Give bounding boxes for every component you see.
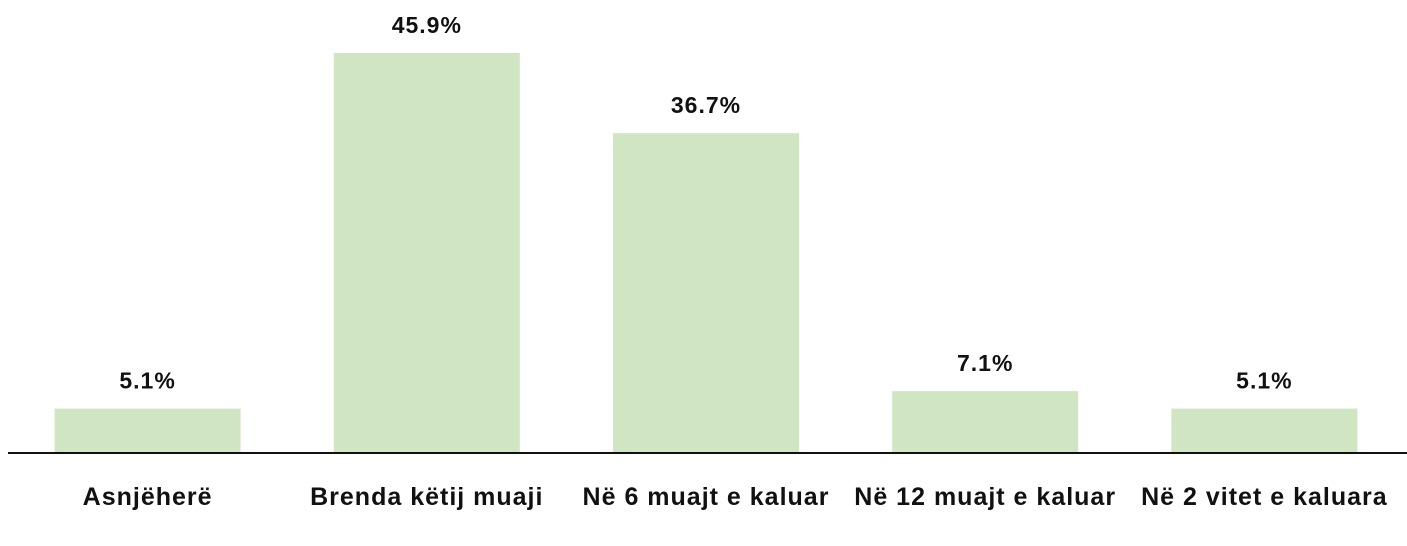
bar [892, 391, 1079, 453]
value-label: 7.1% [957, 350, 1013, 376]
bar [1171, 408, 1358, 453]
bar [613, 133, 799, 453]
value-label: 5.1% [119, 368, 175, 394]
value-label: 5.1% [1236, 368, 1292, 394]
bar [333, 53, 520, 453]
bar [54, 408, 241, 453]
x-tick-label: Brenda këtij muaji [310, 483, 544, 511]
value-label: 45.9% [392, 12, 462, 38]
x-tick-label: Asnjëherë [82, 483, 213, 511]
x-tick-label: Në 6 muajt e kaluar [582, 483, 830, 511]
x-tick-label: Në 2 vitet e kaluara [1141, 483, 1388, 511]
x-tick-label: Në 12 muajt e kaluar [854, 483, 1117, 511]
value-label: 36.7% [671, 92, 741, 118]
